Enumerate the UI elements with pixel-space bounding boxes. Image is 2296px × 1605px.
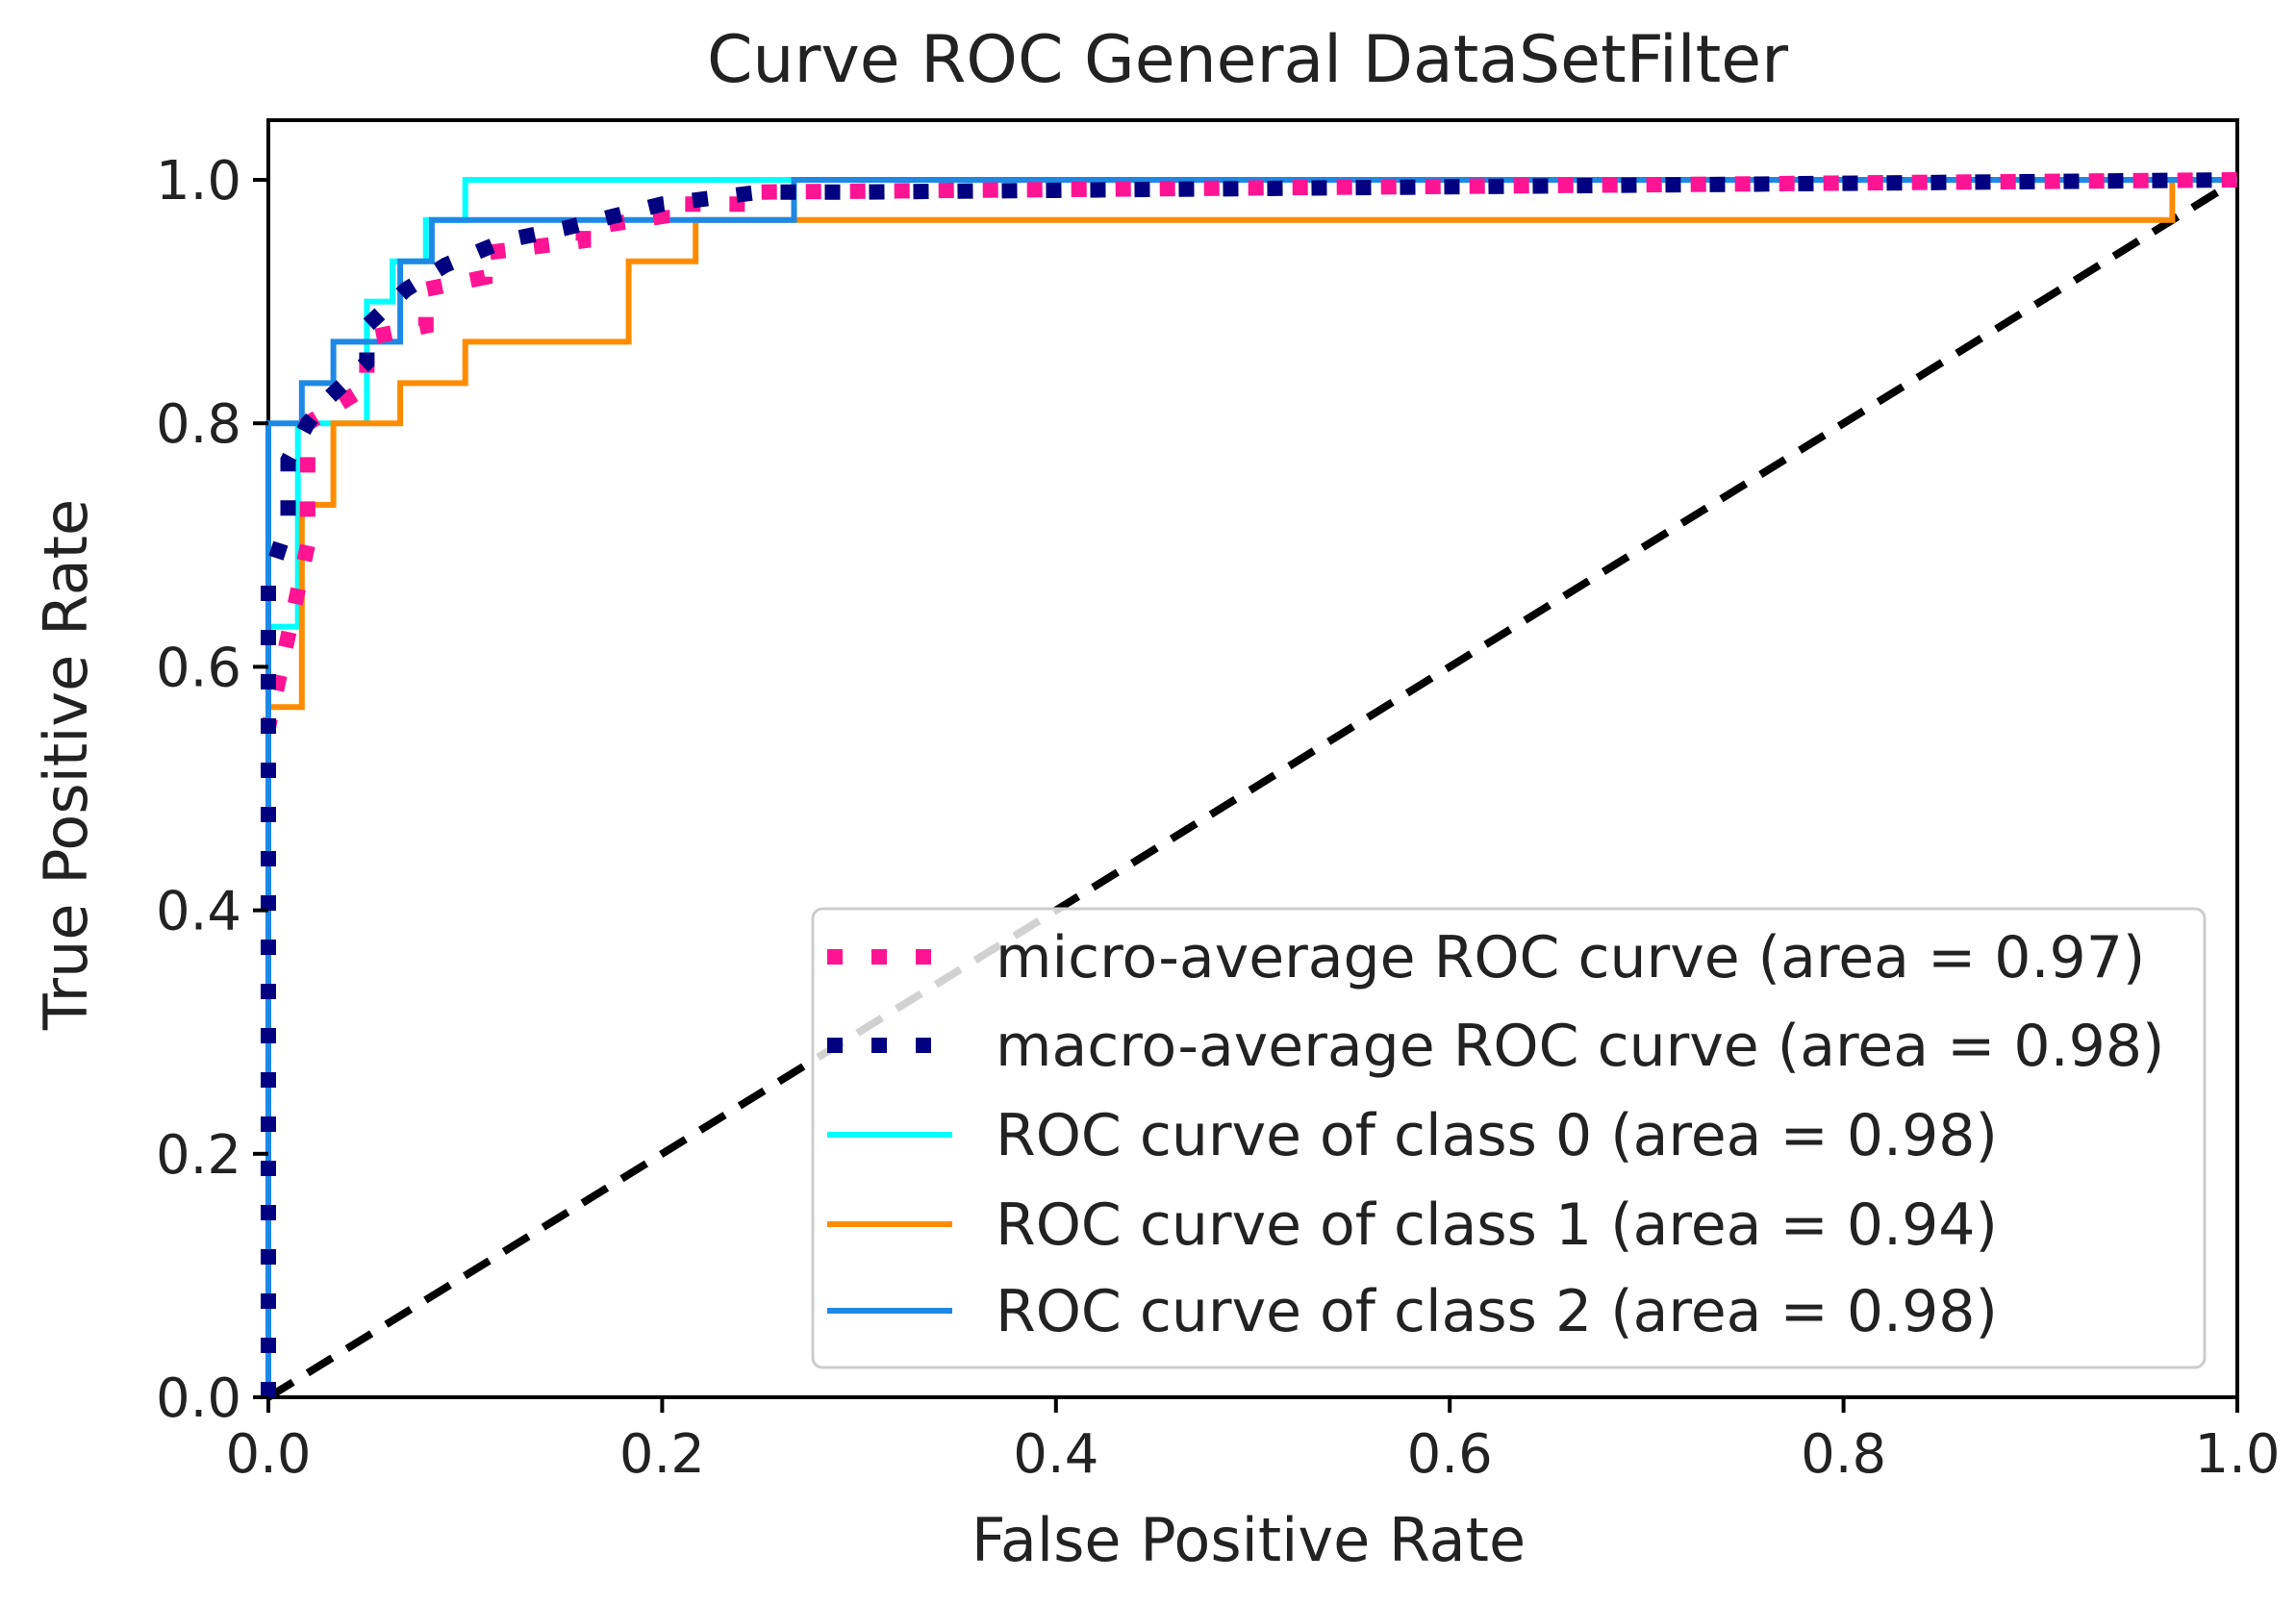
legend-label-0: micro-average ROC curve (area = 0.97) (996, 924, 2145, 991)
legend-label-1: macro-average ROC curve (area = 0.98) (996, 1013, 2164, 1080)
x-tick-label: 0.4 (1013, 1423, 1098, 1486)
chart-title: Curve ROC General DataSetFilter (707, 22, 1788, 98)
legend-items: micro-average ROC curve (area = 0.97) mac… (827, 924, 2164, 1345)
plot-area: 0.0 0.2 0.4 0.6 0.8 1.0 0.0 0.2 0.4 0.6 0.8 1.0 (156, 118, 2281, 1486)
y-tick-label: 0.4 (156, 881, 241, 943)
x-tick-label: 0.2 (619, 1423, 705, 1486)
x-tick-label: 0.6 (1407, 1423, 1493, 1486)
y-tick-label: 0.0 (156, 1367, 241, 1430)
legend-box (811, 907, 2207, 1369)
x-tick-label: 0.0 (225, 1423, 311, 1486)
y-tick-label: 0.8 (156, 393, 241, 456)
x-tick-label: 1.0 (2194, 1423, 2280, 1486)
y-tick-label: 0.2 (156, 1124, 241, 1187)
axis-ticks: 0.0 0.2 0.4 0.6 0.8 1.0 0.0 0.2 0.4 0.6 0.8 1.0 (156, 150, 2281, 1486)
legend: micro-average ROC curve (area = 0.97) mac… (811, 907, 2207, 1369)
legend-label-2: ROC curve of class 0 (area = 0.98) (996, 1102, 1998, 1169)
y-tick-label: 1.0 (156, 150, 241, 213)
legend-label-4: ROC curve of class 2 (area = 0.98) (996, 1278, 1998, 1345)
y-axis-label: True Positive Rate (31, 499, 101, 1031)
chance-line (265, 176, 2240, 1401)
legend-label-3: ROC curve of class 1 (area = 0.94) (996, 1191, 1998, 1259)
x-tick-label: 0.8 (1801, 1423, 1886, 1486)
roc-curves (261, 172, 2240, 1401)
y-tick-label: 0.6 (156, 637, 241, 699)
x-axis-label: False Positive Rate (971, 1505, 1526, 1575)
roc-series-3 (265, 177, 2237, 1397)
